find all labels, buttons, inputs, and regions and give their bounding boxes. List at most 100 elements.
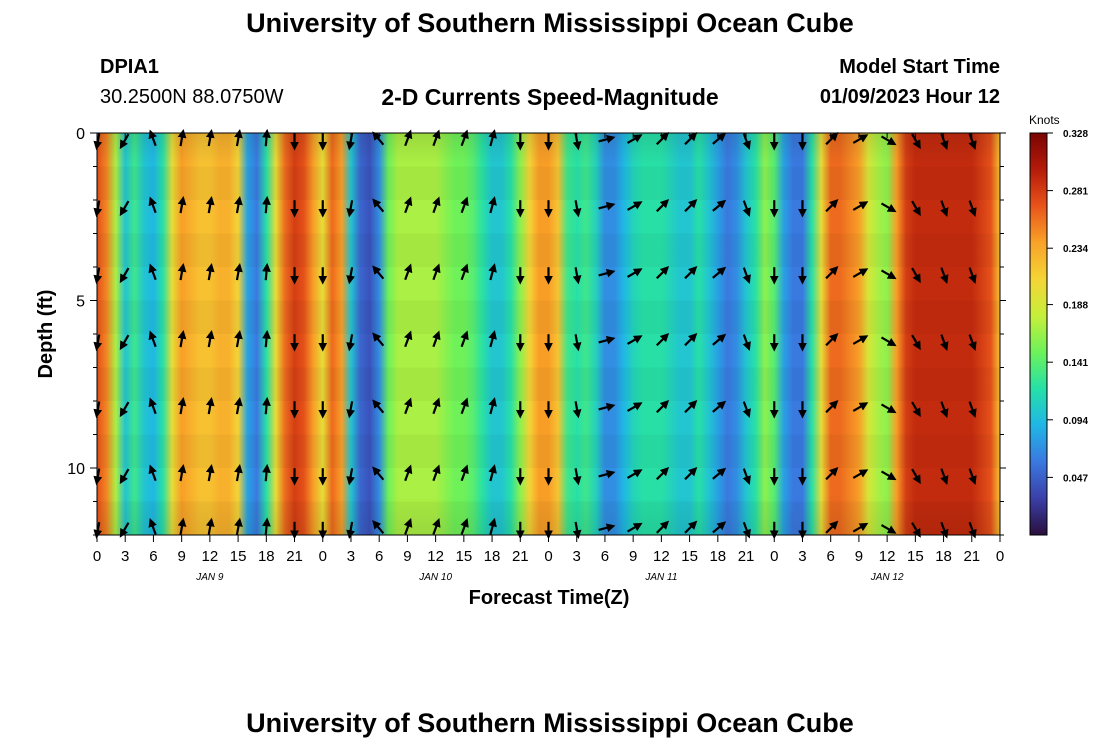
current-arrow bbox=[372, 198, 385, 213]
current-arrow bbox=[148, 330, 157, 348]
current-arrow bbox=[460, 196, 469, 214]
current-arrow bbox=[911, 133, 921, 150]
current-arrow bbox=[940, 200, 949, 217]
current-arrow bbox=[626, 522, 643, 533]
current-arrow bbox=[572, 401, 582, 419]
depth-band bbox=[97, 167, 1000, 201]
current-arrow bbox=[488, 263, 497, 281]
current-arrow bbox=[684, 332, 698, 347]
current-arrow bbox=[626, 469, 643, 479]
current-arrow bbox=[968, 334, 977, 351]
depth-band bbox=[97, 234, 1000, 268]
current-arrow bbox=[488, 330, 497, 348]
current-arrow bbox=[572, 521, 582, 540]
colorbar-tick-label: 0.328 bbox=[1063, 129, 1088, 140]
current-arrow bbox=[940, 267, 949, 284]
current-arrow bbox=[177, 128, 187, 147]
current-arrow bbox=[460, 518, 469, 535]
x-tick-label: 18 bbox=[709, 548, 726, 565]
current-arrow bbox=[205, 463, 215, 482]
current-arrow bbox=[572, 267, 582, 285]
current-arrow bbox=[742, 133, 751, 150]
current-arrow bbox=[205, 329, 215, 348]
current-arrow bbox=[119, 267, 130, 284]
current-arrow bbox=[234, 329, 243, 348]
current-arrow bbox=[234, 262, 243, 281]
current-arrow bbox=[346, 133, 355, 151]
colorbar bbox=[1029, 132, 1048, 536]
current-arrow bbox=[598, 402, 616, 412]
x-tick-label: 0 bbox=[770, 548, 778, 565]
current-arrow bbox=[177, 396, 187, 415]
current-arrow bbox=[205, 517, 215, 535]
current-arrow bbox=[372, 332, 385, 347]
current-arrow bbox=[626, 201, 643, 211]
current-arrow bbox=[684, 399, 698, 414]
colorbar-tick-label: 0.141 bbox=[1063, 358, 1088, 369]
current-arrow bbox=[346, 267, 355, 285]
current-arrow bbox=[825, 399, 839, 414]
current-arrow bbox=[598, 268, 616, 278]
current-arrow bbox=[911, 267, 921, 284]
current-arrow bbox=[432, 263, 441, 281]
colorbar-tick-label: 0.047 bbox=[1063, 473, 1088, 484]
current-arrow bbox=[346, 334, 355, 352]
x-tick-label: 3 bbox=[121, 548, 129, 565]
current-arrow bbox=[372, 399, 385, 414]
current-arrow bbox=[825, 265, 839, 280]
current-arrow bbox=[626, 268, 643, 278]
current-arrow bbox=[940, 334, 949, 351]
current-arrow bbox=[825, 466, 839, 481]
current-arrow bbox=[656, 399, 670, 414]
current-arrow bbox=[177, 463, 187, 482]
colorbar-tick-label: 0.188 bbox=[1063, 301, 1088, 312]
current-arrow bbox=[432, 464, 441, 482]
current-arrow bbox=[403, 263, 413, 281]
x-tick-label: 3 bbox=[347, 548, 355, 565]
current-arrow bbox=[968, 521, 977, 539]
current-arrow bbox=[119, 401, 130, 418]
x-tick-label: 9 bbox=[629, 548, 637, 565]
current-arrow bbox=[205, 262, 215, 281]
day-label: JAN 11 bbox=[644, 572, 677, 583]
x-tick-label: 21 bbox=[512, 548, 529, 565]
current-arrow bbox=[712, 266, 727, 279]
x-tick-label: 0 bbox=[93, 548, 101, 565]
current-arrow bbox=[148, 263, 157, 281]
current-arrow bbox=[684, 198, 698, 213]
current-arrow bbox=[148, 129, 157, 147]
current-arrow bbox=[656, 332, 670, 347]
y-tick-label: 10 bbox=[67, 461, 85, 478]
current-arrow bbox=[119, 200, 130, 217]
current-arrow bbox=[684, 466, 698, 481]
current-arrow bbox=[262, 195, 271, 214]
x-tick-label: 12 bbox=[879, 548, 896, 565]
current-arrow bbox=[656, 265, 670, 280]
day-label: JAN 12 bbox=[870, 572, 904, 583]
current-arrow bbox=[656, 198, 670, 213]
x-tick-label: 21 bbox=[963, 548, 980, 565]
colorbar-ticks: 0.328 0.281 0.234 0.188 0.141 0.094 0.047 bbox=[1047, 129, 1088, 484]
current-arrow bbox=[460, 330, 469, 348]
current-arrow bbox=[712, 132, 727, 145]
current-arrow bbox=[968, 267, 977, 284]
x-tick-label: 12 bbox=[653, 548, 670, 565]
x-tick-label: 18 bbox=[258, 548, 275, 565]
current-arrow bbox=[372, 519, 385, 534]
current-arrow bbox=[346, 468, 355, 486]
x-tick-label: 21 bbox=[286, 548, 303, 565]
current-arrow bbox=[742, 200, 751, 217]
current-arrow bbox=[432, 518, 441, 535]
current-arrow bbox=[460, 263, 469, 281]
current-arrow bbox=[880, 135, 897, 146]
colorbar-unit: Knots bbox=[1029, 113, 1060, 127]
current-arrow bbox=[852, 268, 869, 278]
current-arrow bbox=[684, 265, 698, 280]
current-arrow bbox=[262, 396, 271, 415]
current-arrow bbox=[460, 397, 469, 415]
current-arrow bbox=[119, 468, 130, 485]
current-arrow bbox=[940, 468, 949, 485]
current-arrow bbox=[911, 334, 921, 351]
current-arrow bbox=[262, 329, 271, 348]
depth-band bbox=[97, 368, 1000, 402]
